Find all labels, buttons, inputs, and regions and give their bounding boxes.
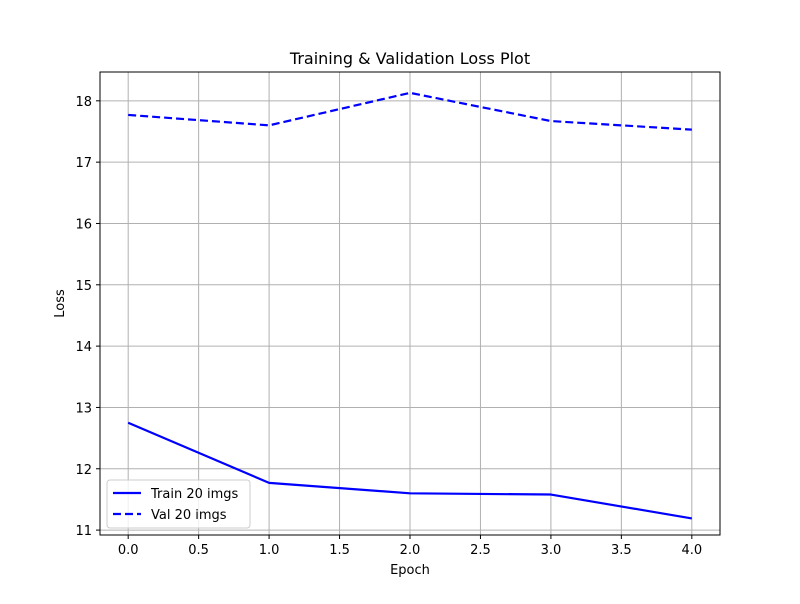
legend: Train 20 imgs Val 20 imgs	[106, 479, 251, 529]
y-axis-ticks: 11 12 13 14 15 16 17 18	[75, 95, 100, 539]
chart-title: Training & Validation Loss Plot	[289, 49, 530, 68]
y-tick-label: 12	[75, 463, 92, 478]
grid	[100, 72, 720, 535]
legend-label-val: Val 20 imgs	[151, 508, 227, 523]
x-tick-label: 1.0	[259, 543, 280, 558]
legend-label-train: Train 20 imgs	[150, 487, 239, 502]
x-tick-label: 0.5	[188, 543, 209, 558]
series-line-train	[127, 421, 693, 520]
y-tick-label: 14	[75, 340, 92, 355]
x-axis-ticks: 0.0 0.5 1.0 1.5 2.0 2.5 3.0 3.5 4.0	[118, 535, 702, 558]
y-tick-label: 18	[75, 95, 92, 110]
y-tick-label: 13	[75, 401, 92, 416]
x-tick-label: 1.5	[329, 543, 350, 558]
x-tick-label: 4.0	[681, 543, 702, 558]
x-tick-label: 0.0	[118, 543, 139, 558]
x-tick-label: 3.0	[541, 543, 562, 558]
series-layer	[127, 91, 693, 520]
x-tick-label: 2.5	[470, 543, 491, 558]
x-tick-label: 3.5	[611, 543, 632, 558]
y-axis-label: Loss	[53, 289, 68, 318]
x-tick-label: 2.0	[400, 543, 421, 558]
legend-box	[106, 479, 251, 529]
x-axis-label: Epoch	[390, 563, 430, 578]
y-tick-label: 16	[75, 217, 92, 232]
y-tick-label: 15	[75, 279, 92, 294]
y-tick-label: 17	[75, 156, 92, 171]
y-tick-label: 11	[75, 524, 92, 539]
